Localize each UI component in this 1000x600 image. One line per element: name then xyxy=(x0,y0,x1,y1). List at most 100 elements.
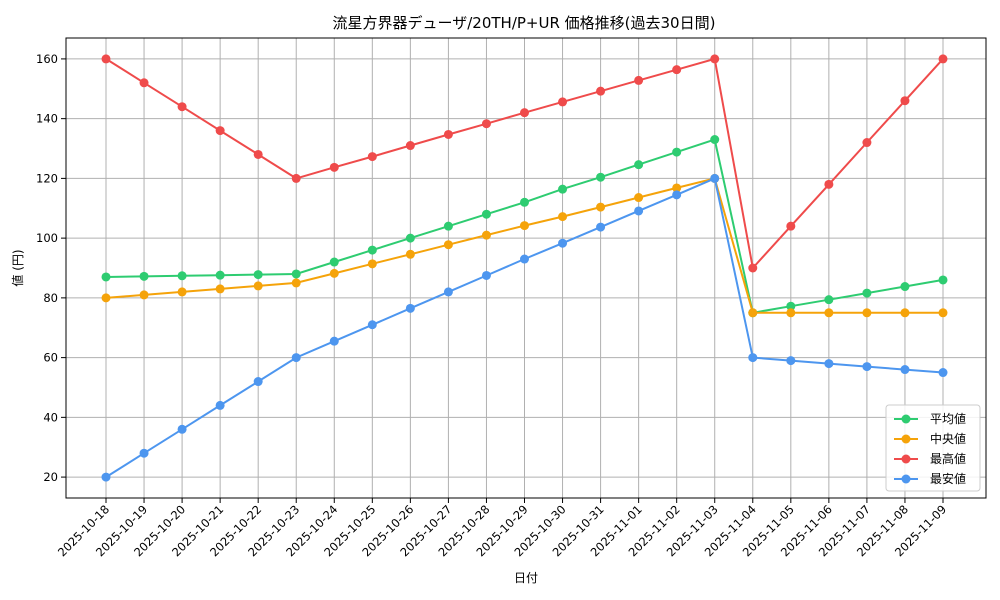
data-point xyxy=(672,65,682,75)
legend-swatch-marker xyxy=(901,434,911,444)
data-point xyxy=(596,202,606,212)
data-point xyxy=(634,75,644,85)
data-point xyxy=(291,353,301,363)
data-point xyxy=(481,209,491,219)
plot-area-frame xyxy=(65,37,987,499)
data-point xyxy=(177,287,187,297)
data-point xyxy=(862,308,872,318)
data-point xyxy=(596,86,606,96)
series-2 xyxy=(101,173,948,318)
data-point xyxy=(634,193,644,203)
data-point xyxy=(938,54,948,64)
data-point xyxy=(786,221,796,231)
data-point xyxy=(329,268,339,278)
data-point xyxy=(405,233,415,243)
data-point xyxy=(520,108,529,118)
data-point xyxy=(329,257,339,267)
data-point xyxy=(177,271,187,281)
legend-label: 最安値 xyxy=(930,471,966,486)
data-point xyxy=(139,448,149,458)
data-point xyxy=(520,221,529,231)
y-tick-label: 60 xyxy=(43,351,58,365)
data-point xyxy=(101,472,111,482)
data-point xyxy=(938,275,948,285)
data-point xyxy=(900,308,910,318)
data-point xyxy=(748,353,758,363)
y-tick-label: 140 xyxy=(36,112,58,126)
data-point xyxy=(367,320,377,330)
data-point xyxy=(253,281,263,291)
data-point xyxy=(938,308,948,318)
data-point xyxy=(443,221,453,231)
data-point xyxy=(862,288,872,298)
legend-box xyxy=(885,404,981,492)
data-point xyxy=(862,362,872,372)
series-3 xyxy=(101,54,948,273)
data-point xyxy=(253,149,263,159)
data-point xyxy=(596,172,606,182)
data-point xyxy=(520,197,529,207)
y-axis-ticks: 20 40 60 80 100 120 140 160 xyxy=(36,52,66,484)
data-point xyxy=(405,141,415,151)
data-point xyxy=(786,356,796,366)
data-point xyxy=(938,368,948,378)
data-point xyxy=(253,270,263,280)
data-point xyxy=(101,54,111,64)
y-tick-label: 40 xyxy=(43,410,58,424)
data-point xyxy=(596,222,606,232)
y-axis-label: 値 (円) xyxy=(10,249,25,286)
legend-label: 中央値 xyxy=(930,431,966,446)
data-point xyxy=(672,147,682,157)
data-point xyxy=(558,238,568,248)
data-point xyxy=(710,135,720,145)
data-point xyxy=(291,173,301,183)
data-point xyxy=(862,138,872,148)
chart-title: 流星方界器デューザ/20TH/P+UR 価格推移(過去30日間) xyxy=(333,14,716,32)
data-point xyxy=(215,400,225,410)
data-point xyxy=(900,96,910,106)
data-point xyxy=(367,152,377,162)
data-point xyxy=(367,259,377,269)
data-point xyxy=(101,272,111,282)
data-point xyxy=(405,249,415,259)
data-point xyxy=(329,336,339,346)
data-point xyxy=(405,303,415,313)
x-axis-ticks: 2025-10-182025-10-192025-10-202025-10-21… xyxy=(55,498,949,559)
data-point xyxy=(253,377,263,387)
data-point xyxy=(710,54,720,64)
data-point xyxy=(634,206,644,216)
data-point xyxy=(634,160,644,170)
data-point xyxy=(748,263,758,273)
data-point xyxy=(672,190,682,200)
data-point xyxy=(900,365,910,375)
data-point xyxy=(710,173,720,183)
data-point xyxy=(786,301,796,311)
data-point xyxy=(291,269,301,279)
y-tick-label: 100 xyxy=(36,231,58,245)
y-tick-label: 160 xyxy=(36,52,58,66)
legend-label: 平均値 xyxy=(930,411,966,426)
data-point xyxy=(481,230,491,240)
legend-swatch-marker xyxy=(901,414,911,424)
data-point xyxy=(329,162,339,172)
data-point xyxy=(748,308,758,318)
series-4 xyxy=(101,173,948,482)
data-point xyxy=(177,102,187,112)
data-point xyxy=(824,179,834,189)
series-layer xyxy=(101,54,948,482)
data-point xyxy=(558,97,568,107)
data-point xyxy=(177,424,187,434)
legend-swatch-marker xyxy=(901,454,911,464)
series-1 xyxy=(101,135,948,318)
y-tick-label: 120 xyxy=(36,171,58,185)
data-point xyxy=(481,119,491,129)
y-tick-label: 20 xyxy=(43,470,58,484)
data-point xyxy=(367,245,377,255)
y-tick-label: 80 xyxy=(43,291,58,305)
grid-lines xyxy=(66,38,986,498)
data-point xyxy=(139,290,149,300)
legend-label: 最高値 xyxy=(930,451,966,466)
data-point xyxy=(824,295,834,305)
legend-swatch-marker xyxy=(901,474,911,484)
